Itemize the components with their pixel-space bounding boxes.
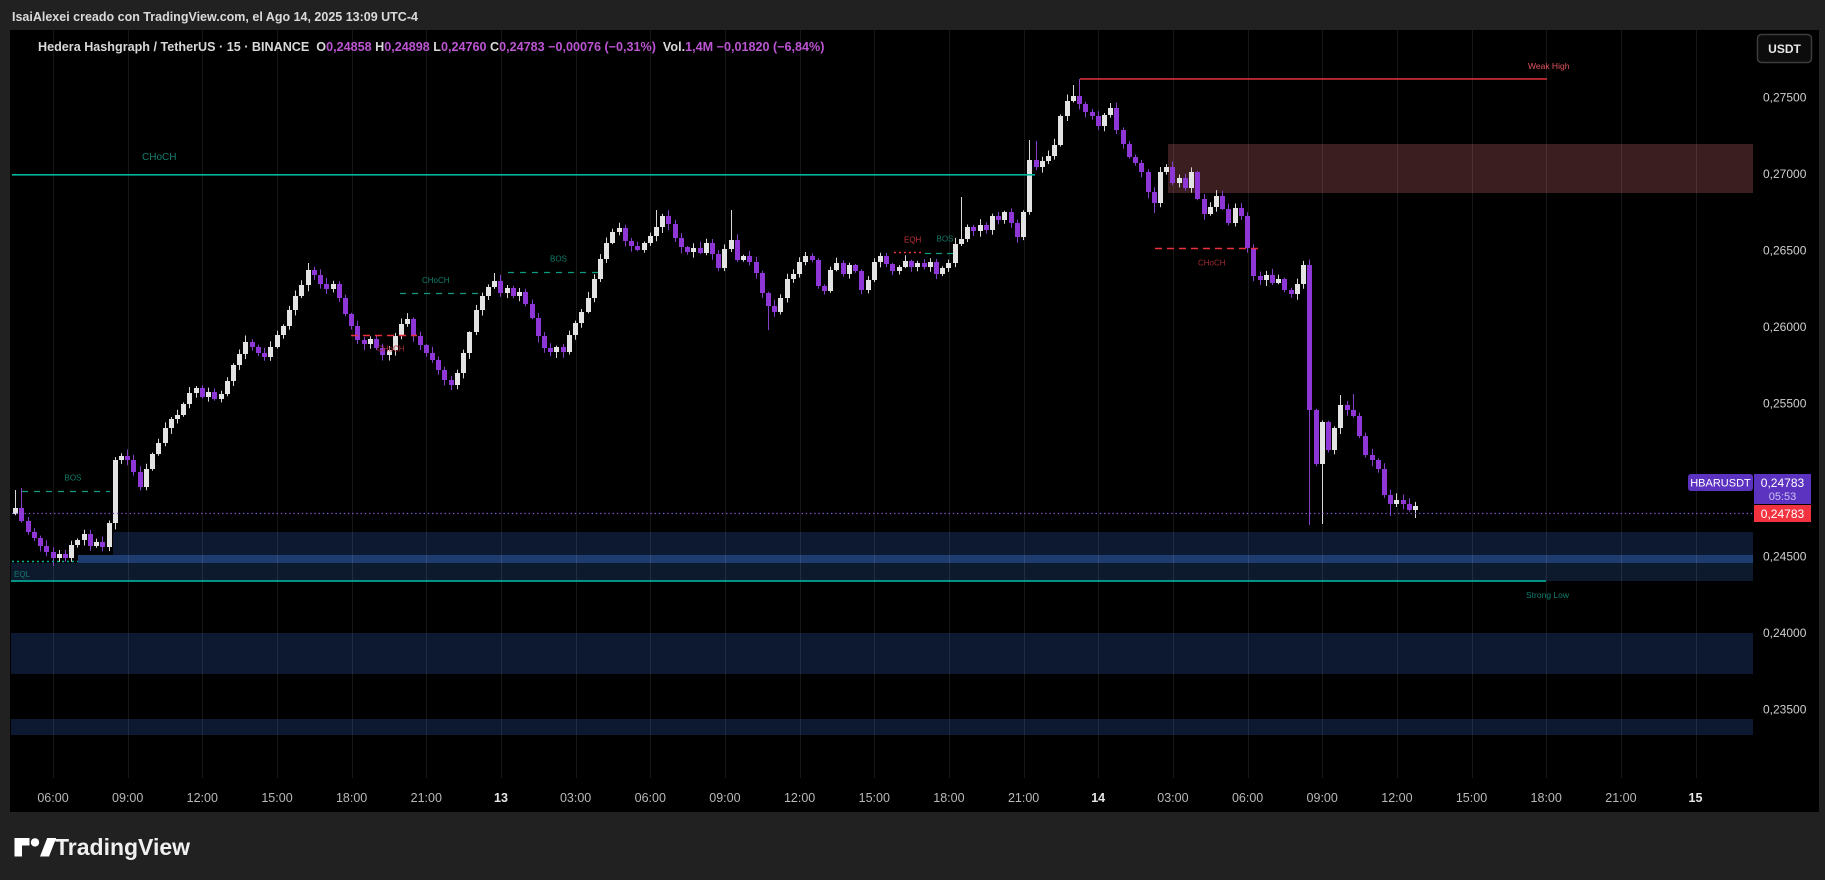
svg-text:13: 13 [494,791,508,805]
svg-text:09:00: 09:00 [709,791,740,805]
svg-text:03:00: 03:00 [560,791,591,805]
svg-text:12:00: 12:00 [784,791,815,805]
svg-text:18:00: 18:00 [336,791,367,805]
svg-text:0,23500: 0,23500 [1763,703,1807,717]
svg-text:0,24783: 0,24783 [1761,507,1805,521]
svg-text:CHoCH: CHoCH [142,152,176,163]
svg-text:15:00: 15:00 [261,791,292,805]
svg-text:06:00: 06:00 [37,791,68,805]
svg-text:06:00: 06:00 [635,791,666,805]
svg-text:CHoCH: CHoCH [422,276,450,285]
svg-text:0,24000: 0,24000 [1763,626,1807,640]
svg-text:09:00: 09:00 [1307,791,1338,805]
svg-text:0,26000: 0,26000 [1763,320,1807,334]
svg-text:18:00: 18:00 [933,791,964,805]
svg-text:Weak High: Weak High [1528,61,1570,71]
svg-text:15:00: 15:00 [859,791,890,805]
svg-text:03:00: 03:00 [1157,791,1188,805]
svg-text:18:00: 18:00 [1531,791,1562,805]
svg-text:05:53: 05:53 [1769,491,1797,503]
svg-text:09:00: 09:00 [112,791,143,805]
svg-text:BOS: BOS [550,255,567,264]
svg-text:HBARUSDT: HBARUSDT [1690,478,1751,490]
svg-text:CHoCH: CHoCH [1198,259,1226,268]
svg-text:21:00: 21:00 [1605,791,1636,805]
svg-text:0,27000: 0,27000 [1763,167,1807,181]
svg-text:21:00: 21:00 [1008,791,1039,805]
svg-text:EQL: EQL [14,570,31,579]
svg-text:Strong Low: Strong Low [1526,590,1570,600]
svg-text:0,25500: 0,25500 [1763,397,1807,411]
svg-text:CHoCH: CHoCH [377,345,405,354]
svg-text:15:00: 15:00 [1456,791,1487,805]
svg-text:0,26500: 0,26500 [1763,244,1807,258]
svg-text:Hedera Hashgraph / TetherUS ·: Hedera Hashgraph / TetherUS · 15 · BINAN… [38,40,824,54]
svg-text:15: 15 [1689,791,1703,805]
svg-text:EQH: EQH [904,236,922,245]
svg-text:0,24500: 0,24500 [1763,550,1807,564]
svg-text:IsaiAlexei creado con TradingV: IsaiAlexei creado con TradingView.com, e… [12,10,418,24]
svg-text:21:00: 21:00 [411,791,442,805]
svg-text:12:00: 12:00 [1381,791,1412,805]
svg-text:USDT: USDT [1768,42,1801,56]
svg-text:BOS: BOS [937,235,954,244]
svg-text:BOS: BOS [65,474,82,483]
svg-text:0,27500: 0,27500 [1763,91,1807,105]
svg-text:0,24783: 0,24783 [1761,476,1805,490]
svg-text:06:00: 06:00 [1232,791,1263,805]
svg-text:12:00: 12:00 [187,791,218,805]
svg-text:TradingView: TradingView [55,834,190,860]
svg-text:14: 14 [1091,791,1105,805]
